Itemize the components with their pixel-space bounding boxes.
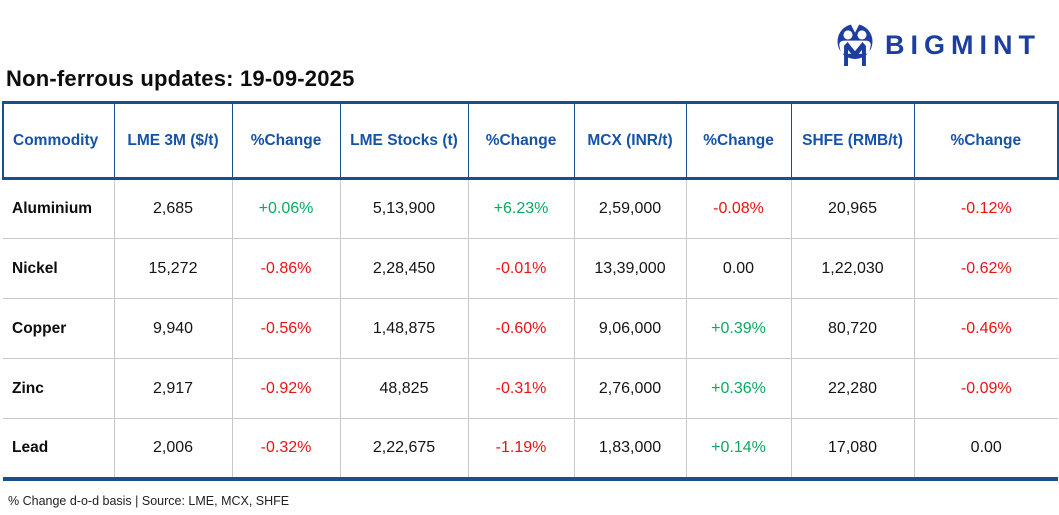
table-row: Aluminium 2,685 +0.06% 5,13,900 +6.23% 2,59,0… — [3, 178, 1058, 239]
value-cell: 9,06,000 — [574, 298, 687, 359]
value-cell: -0.46% — [914, 298, 1058, 359]
value-cell: +6.23% — [468, 178, 575, 239]
value-cell: -0.60% — [468, 298, 575, 359]
bigmint-logo: BIGMINT — [834, 22, 1041, 68]
value-cell: 2,006 — [114, 418, 233, 479]
column-header-shfe-change: %Change — [913, 101, 1059, 180]
value-cell: 2,59,000 — [574, 178, 687, 239]
value-cell: -0.86% — [232, 238, 341, 299]
value-cell: 48,825 — [340, 358, 469, 419]
value-cell: 17,080 — [791, 418, 915, 479]
table-row: Copper 9,940 -0.56% 1,48,875 -0.60% 9,06,000 +… — [3, 298, 1058, 359]
page-title: Non-ferrous updates: 19-09-2025 — [6, 66, 355, 91]
table-header: Commodity LME 3M ($/t) %Change LME Stock… — [2, 101, 1059, 180]
column-header-stocks-change: %Change — [467, 101, 575, 180]
source-footnote: % Change d-o-d basis | Source: LME, MCX,… — [8, 494, 290, 508]
value-cell: 1,83,000 — [574, 418, 687, 479]
value-cell: 1,48,875 — [340, 298, 469, 359]
value-cell: +0.39% — [686, 298, 792, 359]
value-cell: -0.01% — [468, 238, 575, 299]
commodity-cell: Zinc — [3, 358, 115, 419]
table-row: Lead 2,006 -0.32% 2,22,675 -1.19% 1,83,000 +0.… — [3, 418, 1058, 479]
value-cell: -0.32% — [232, 418, 341, 479]
value-cell: 2,28,450 — [340, 238, 469, 299]
table-row: Nickel 15,272 -0.86% 2,28,450 -0.01% 13,39,00… — [3, 238, 1058, 299]
value-cell: 1,22,030 — [791, 238, 915, 299]
commodity-cell: Aluminium — [3, 178, 115, 239]
commodity-cell: Copper — [3, 298, 115, 359]
value-cell: 9,940 — [114, 298, 233, 359]
commodity-table: Commodity LME 3M ($/t) %Change LME Stock… — [2, 101, 1059, 481]
column-header-shfe: SHFE (RMB/t) — [790, 101, 915, 180]
value-cell: -0.31% — [468, 358, 575, 419]
value-cell: 2,685 — [114, 178, 233, 239]
value-cell: 2,76,000 — [574, 358, 687, 419]
value-cell: 2,22,675 — [340, 418, 469, 479]
value-cell: 15,272 — [114, 238, 233, 299]
value-cell: 13,39,000 — [574, 238, 687, 299]
value-cell: -1.19% — [468, 418, 575, 479]
value-cell: 80,720 — [791, 298, 915, 359]
table-body: Aluminium 2,685 +0.06% 5,13,900 +6.23% 2,59,0… — [3, 178, 1058, 479]
value-cell: 22,280 — [791, 358, 915, 419]
value-cell: -0.08% — [686, 178, 792, 239]
commodity-cell: Lead — [3, 418, 115, 479]
brand-name: BIGMINT — [885, 29, 1041, 60]
column-header-mcx-change: %Change — [685, 101, 792, 180]
column-header-lme-stocks: LME Stocks (t) — [339, 101, 469, 180]
column-header-mcx: MCX (INR/t) — [573, 101, 687, 180]
value-cell: -0.12% — [914, 178, 1058, 239]
table-row: Zinc 2,917 -0.92% 48,825 -0.31% 2,76,000 +0.36… — [3, 358, 1058, 419]
value-cell: +0.14% — [686, 418, 792, 479]
bigmint-m-icon — [837, 23, 873, 66]
column-header-lme-3m: LME 3M ($/t) — [113, 101, 233, 180]
value-cell: -0.09% — [914, 358, 1058, 419]
value-cell: -0.92% — [232, 358, 341, 419]
header-row: Commodity LME 3M ($/t) %Change LME Stock… — [2, 101, 1059, 180]
column-header-lme-change: %Change — [231, 101, 341, 180]
value-cell: +0.36% — [686, 358, 792, 419]
value-cell: 0.00 — [686, 238, 792, 299]
column-header-commodity: Commodity — [2, 101, 115, 180]
value-cell: 20,965 — [791, 178, 915, 239]
commodity-cell: Nickel — [3, 238, 115, 299]
value-cell: +0.06% — [232, 178, 341, 239]
value-cell: 2,917 — [114, 358, 233, 419]
value-cell: -0.62% — [914, 238, 1058, 299]
value-cell: 5,13,900 — [340, 178, 469, 239]
value-cell: -0.56% — [232, 298, 341, 359]
value-cell: 0.00 — [970, 438, 1002, 456]
